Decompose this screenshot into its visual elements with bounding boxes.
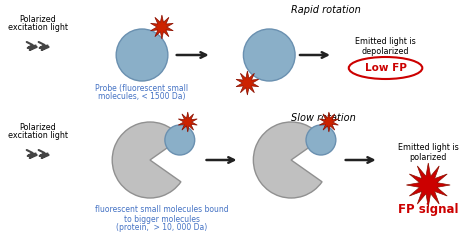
Text: Slow rotation: Slow rotation xyxy=(291,113,356,123)
Text: Emitted light is: Emitted light is xyxy=(355,37,416,47)
Text: FP signal: FP signal xyxy=(398,204,458,216)
Text: Rapid rotation: Rapid rotation xyxy=(291,5,361,15)
Polygon shape xyxy=(236,71,259,95)
Polygon shape xyxy=(178,112,197,132)
Ellipse shape xyxy=(306,125,336,155)
Text: polarized: polarized xyxy=(410,152,447,162)
Ellipse shape xyxy=(244,29,295,81)
Text: Emitted light is: Emitted light is xyxy=(398,144,459,152)
Ellipse shape xyxy=(349,57,422,79)
Text: Low FP: Low FP xyxy=(365,63,407,73)
Text: molecules, < 1500 Da): molecules, < 1500 Da) xyxy=(98,91,186,101)
Text: to bigger molecules: to bigger molecules xyxy=(124,215,200,223)
Ellipse shape xyxy=(116,29,168,81)
Text: excitation light: excitation light xyxy=(8,24,68,32)
Text: depolarized: depolarized xyxy=(362,47,409,55)
Text: Polarized: Polarized xyxy=(19,124,56,132)
Text: excitation light: excitation light xyxy=(8,132,68,140)
Polygon shape xyxy=(151,15,173,39)
Text: Probe (fluorescent small: Probe (fluorescent small xyxy=(95,84,189,92)
Text: (protein,  > 10, 000 Da): (protein, > 10, 000 Da) xyxy=(116,223,208,233)
Ellipse shape xyxy=(165,125,195,155)
Text: fluorescent small molecules bound: fluorescent small molecules bound xyxy=(95,205,229,215)
Polygon shape xyxy=(406,163,450,207)
Text: Polarized: Polarized xyxy=(19,16,56,24)
Wedge shape xyxy=(253,122,322,198)
Wedge shape xyxy=(112,122,181,198)
Polygon shape xyxy=(319,112,338,132)
